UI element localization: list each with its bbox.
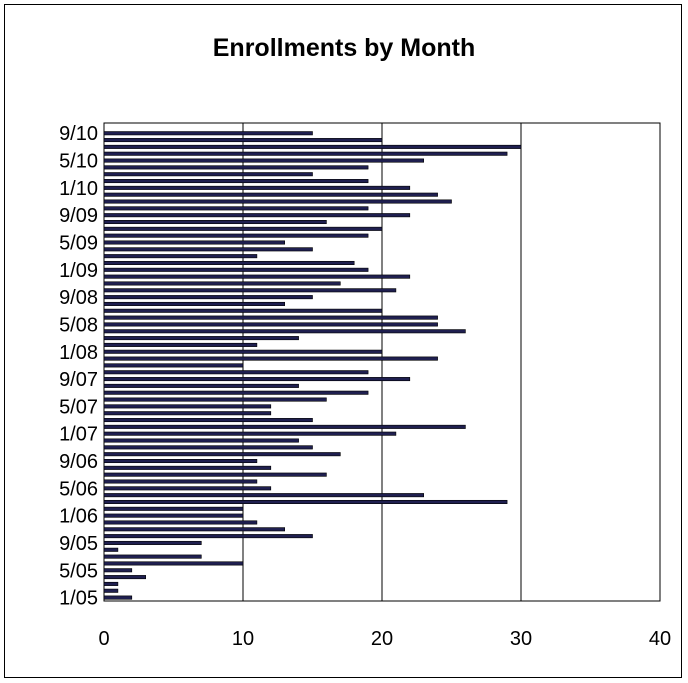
bar — [103, 349, 383, 354]
bar — [103, 520, 258, 525]
bar — [103, 486, 272, 491]
y-tick-label: 9/10 — [59, 123, 98, 145]
bar — [103, 581, 119, 586]
bar — [103, 131, 313, 136]
bar — [103, 411, 272, 416]
bar — [103, 213, 411, 218]
bar — [103, 308, 383, 313]
y-tick-label: 5/09 — [59, 233, 98, 255]
x-tick-label: 30 — [510, 628, 532, 650]
y-axis-labels: 1/05 5/05 9/05 1/06 5/06 9/06 1/07 5/07 9/07 1/08… — [59, 123, 98, 609]
bar — [103, 424, 466, 429]
bar — [103, 540, 202, 545]
bar — [103, 301, 285, 306]
bar — [103, 220, 327, 225]
bar — [103, 192, 438, 197]
bar — [103, 452, 341, 457]
bar — [103, 404, 272, 409]
bar — [103, 506, 244, 511]
bar — [103, 144, 522, 149]
bar — [103, 274, 411, 279]
bar — [103, 568, 133, 573]
bar — [103, 595, 133, 600]
y-tick-label: 1/07 — [59, 424, 98, 446]
bar — [103, 158, 425, 163]
bar — [103, 493, 425, 498]
bar — [103, 513, 244, 518]
bar — [103, 390, 369, 395]
bar — [103, 397, 327, 402]
bar — [103, 479, 258, 484]
bar — [103, 226, 383, 231]
bar — [103, 199, 452, 204]
y-tick-label: 5/07 — [59, 396, 98, 418]
bar — [103, 151, 508, 156]
bar — [103, 527, 285, 532]
y-tick-label: 9/09 — [59, 205, 98, 227]
y-tick-label: 5/10 — [59, 151, 98, 173]
bar — [103, 431, 397, 436]
y-tick-label: 9/05 — [59, 533, 98, 555]
bar — [103, 370, 369, 375]
bar — [103, 377, 411, 382]
y-tick-label: 5/08 — [59, 314, 98, 336]
bar — [103, 281, 341, 286]
bar — [103, 295, 313, 300]
chart-title: Enrollments by Month — [212, 34, 476, 62]
x-tick-label: 20 — [371, 628, 393, 650]
y-tick-label: 9/07 — [59, 369, 98, 391]
bar — [103, 260, 355, 265]
y-tick-label: 5/06 — [59, 478, 98, 500]
y-tick-label: 1/10 — [59, 178, 98, 200]
bar — [103, 247, 313, 252]
bar — [103, 267, 369, 272]
bar — [103, 418, 313, 423]
bar — [103, 575, 147, 580]
bar — [103, 165, 369, 170]
bars — [103, 131, 522, 600]
y-tick-label: 1/08 — [59, 342, 98, 364]
bar — [103, 138, 383, 143]
bar — [103, 472, 327, 477]
bar — [103, 342, 258, 347]
bar — [103, 363, 244, 368]
bar — [103, 554, 202, 559]
bar — [103, 588, 119, 593]
bar — [103, 254, 258, 259]
bar — [103, 185, 411, 190]
bar — [103, 240, 285, 245]
bar — [103, 499, 508, 504]
y-tick-label: 1/06 — [59, 506, 98, 528]
x-tick-label: 10 — [232, 628, 254, 650]
bar — [103, 206, 369, 211]
plot-area — [103, 122, 661, 602]
bar — [103, 465, 272, 470]
x-axis-labels: 0 10 20 30 40 — [98, 628, 671, 650]
y-tick-label: 5/05 — [59, 560, 98, 582]
y-tick-label: 9/08 — [59, 287, 98, 309]
x-tick-label: 0 — [98, 628, 109, 650]
bar — [103, 356, 438, 361]
bar — [103, 288, 397, 293]
bar — [103, 179, 369, 184]
bar — [103, 233, 369, 238]
x-tick-label: 40 — [649, 628, 671, 650]
y-tick-label: 1/05 — [59, 588, 98, 610]
bar — [103, 445, 313, 450]
bar — [103, 329, 466, 334]
bar — [103, 547, 119, 552]
bar — [103, 561, 244, 566]
bar — [103, 336, 299, 341]
chart-frame — [4, 4, 682, 678]
bar — [103, 438, 299, 443]
bar — [103, 172, 313, 177]
bar — [103, 534, 313, 539]
y-tick-label: 9/06 — [59, 451, 98, 473]
bar — [103, 383, 299, 388]
bar — [103, 322, 438, 327]
bar — [103, 315, 438, 320]
bar — [103, 459, 258, 464]
y-tick-label: 1/09 — [59, 260, 98, 282]
